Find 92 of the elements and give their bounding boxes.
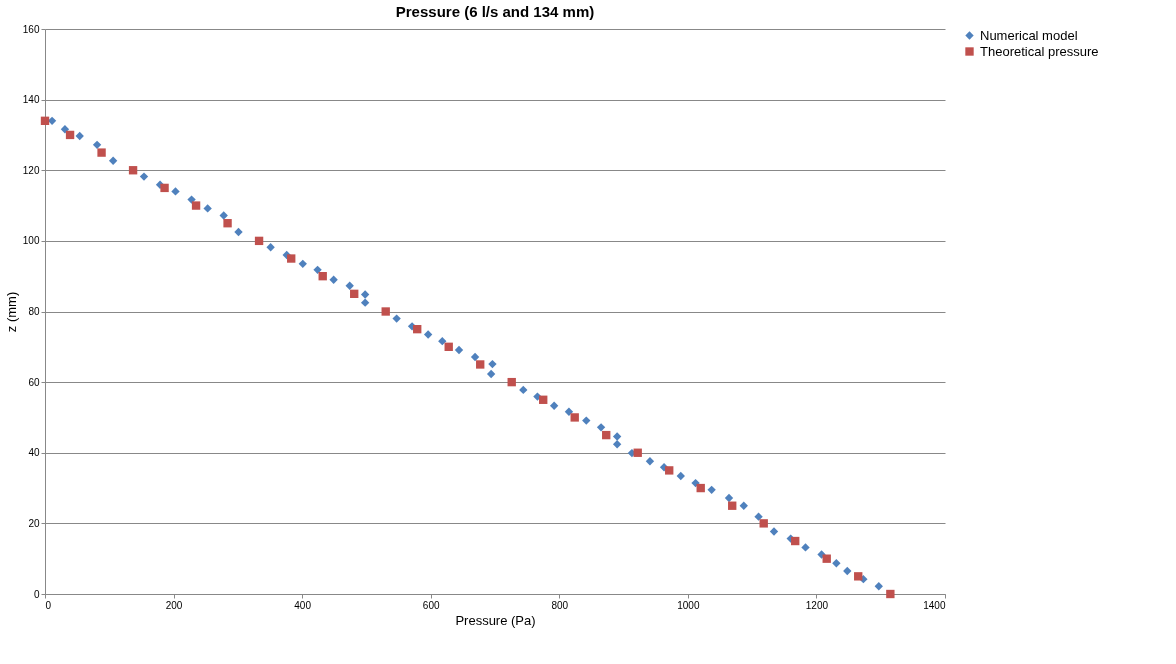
point [223,219,232,228]
point [203,204,212,213]
point [108,156,118,165]
point [739,501,748,510]
point [128,166,138,175]
point [423,330,433,339]
point [874,582,883,591]
point [219,211,228,220]
x-tick-label: 0 [45,599,52,611]
point [476,360,485,369]
point [92,140,102,150]
point [539,395,548,404]
point [886,589,895,599]
point [817,550,826,559]
y-tick-label: 0 [33,588,40,600]
point [832,559,841,568]
point [843,566,852,576]
point [381,307,390,316]
x-tick-label: 200 [165,599,183,611]
y-tick-label: 160 [22,23,40,35]
point [392,314,401,323]
point [318,272,327,281]
point [97,148,106,157]
point [191,201,201,210]
point [728,501,737,510]
point [612,432,622,441]
y-tick-label: 40 [28,447,40,459]
point [266,243,275,252]
point [350,289,359,299]
point [519,385,528,395]
point [754,512,763,521]
y-tick-label: 60 [28,376,40,388]
point [564,407,574,416]
point [454,345,464,355]
y-axis-title: z (mm) [3,291,19,333]
point [507,377,516,387]
point [470,352,480,362]
y-tick-label: 80 [28,306,40,317]
y-tick-label: 140 [22,94,40,106]
point [633,448,642,457]
chart-title: Pressure (6 l/s and 134 mm) [395,3,595,20]
point [676,471,685,481]
point [582,416,591,425]
point [413,324,422,334]
point [570,413,579,422]
point [854,572,863,581]
point [313,265,322,275]
point [360,290,370,299]
x-axis-title: Pressure (Pa) [455,612,536,628]
point [791,536,800,546]
point [40,116,50,125]
point [287,254,296,263]
point [486,369,496,379]
y-tick-label: 20 [28,517,40,529]
point [345,281,354,290]
point [707,485,716,495]
point [602,430,611,440]
x-tick-label: 1000 [677,599,700,611]
point [298,259,307,269]
point [822,554,831,563]
point [549,401,559,410]
point [254,236,264,246]
point [724,493,734,503]
point [488,359,497,369]
point [612,440,622,449]
x-tick-label: 1400 [923,599,946,611]
y-tick-label: 100 [22,235,40,247]
point [139,172,149,181]
point [65,130,75,140]
y-tick-label: 120 [22,164,40,176]
point [759,519,768,528]
point [75,131,84,141]
point [444,342,453,351]
legend-label: Numerical model [980,27,1078,43]
point [769,527,779,536]
point [801,543,810,552]
point [187,195,196,204]
point [360,298,370,307]
point [696,483,705,493]
point [596,423,606,432]
x-tick-label: 400 [294,599,312,611]
point [329,275,338,284]
point [160,183,169,193]
legend-label: Theoretical pressure [980,43,1099,59]
x-tick-label: 600 [422,599,440,611]
x-tick-label: 1200 [805,599,829,611]
point [234,227,243,237]
point [645,457,655,466]
point [438,336,447,346]
x-tick-label: 800 [551,599,569,611]
point [665,466,674,475]
point [171,187,180,196]
